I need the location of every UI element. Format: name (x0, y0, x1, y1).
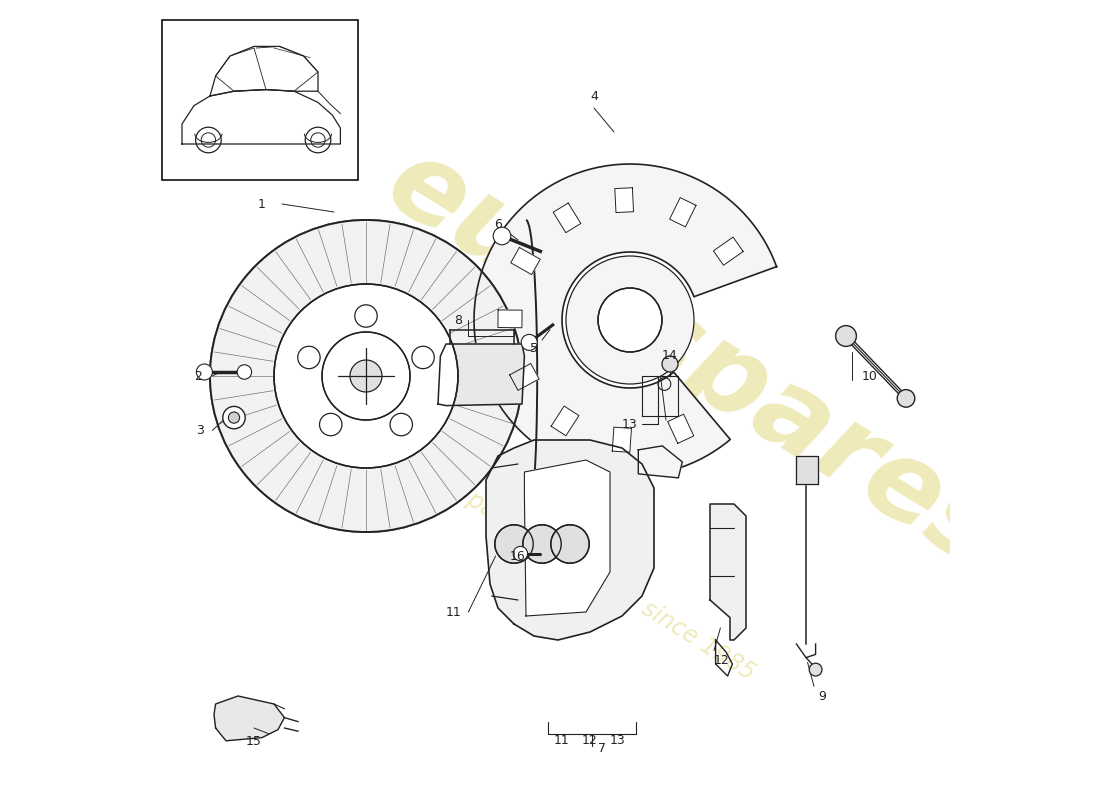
Text: 13: 13 (623, 418, 638, 430)
Circle shape (836, 326, 857, 346)
Circle shape (197, 364, 212, 380)
Circle shape (274, 284, 458, 468)
Circle shape (390, 414, 412, 436)
Circle shape (319, 414, 342, 436)
Polygon shape (182, 90, 340, 144)
Polygon shape (613, 427, 631, 452)
Text: a passion for parts since 1985: a passion for parts since 1985 (444, 475, 760, 685)
Circle shape (322, 332, 410, 420)
Circle shape (223, 406, 245, 429)
Circle shape (350, 360, 382, 392)
Text: eurospares: eurospares (367, 129, 1020, 591)
Text: 15: 15 (246, 735, 262, 748)
Text: 5: 5 (530, 342, 538, 354)
Circle shape (598, 288, 662, 352)
Text: 12: 12 (582, 734, 598, 746)
Polygon shape (553, 203, 581, 233)
Text: 6: 6 (494, 218, 502, 230)
Text: 11: 11 (554, 734, 570, 746)
Polygon shape (710, 504, 746, 640)
Circle shape (810, 663, 822, 676)
Polygon shape (714, 237, 744, 266)
Text: 12: 12 (714, 654, 730, 666)
Polygon shape (668, 414, 694, 443)
Polygon shape (796, 456, 818, 484)
Text: 1: 1 (258, 198, 266, 210)
Polygon shape (525, 460, 610, 616)
Polygon shape (486, 440, 654, 640)
Text: 10: 10 (862, 370, 878, 382)
Circle shape (522, 525, 561, 563)
Circle shape (229, 412, 240, 423)
Circle shape (662, 356, 678, 372)
Circle shape (551, 525, 590, 563)
Circle shape (411, 346, 434, 369)
Text: 16: 16 (510, 550, 526, 562)
Text: 8: 8 (454, 314, 462, 326)
Circle shape (495, 525, 534, 563)
Polygon shape (474, 164, 777, 476)
Text: 11: 11 (447, 606, 462, 618)
Circle shape (521, 334, 537, 350)
Text: 3: 3 (197, 424, 205, 437)
Circle shape (493, 227, 510, 245)
Text: 4: 4 (590, 90, 598, 102)
Polygon shape (498, 310, 522, 328)
Polygon shape (510, 247, 540, 274)
Polygon shape (210, 46, 318, 96)
Polygon shape (214, 696, 285, 741)
Polygon shape (210, 220, 522, 532)
Polygon shape (551, 406, 579, 436)
Circle shape (298, 346, 320, 369)
Polygon shape (615, 188, 634, 213)
Circle shape (898, 390, 915, 407)
Circle shape (210, 220, 522, 532)
Text: 9: 9 (818, 690, 826, 702)
Polygon shape (509, 363, 539, 390)
Bar (162, 20, 358, 180)
Polygon shape (438, 344, 525, 406)
Text: 14: 14 (662, 350, 678, 362)
Text: 2: 2 (194, 370, 202, 382)
Circle shape (238, 365, 252, 379)
Circle shape (514, 546, 528, 561)
Circle shape (566, 256, 694, 384)
Polygon shape (670, 198, 696, 227)
Polygon shape (638, 446, 682, 478)
Text: 13: 13 (610, 734, 626, 746)
Text: 7: 7 (598, 742, 606, 754)
Circle shape (355, 305, 377, 327)
